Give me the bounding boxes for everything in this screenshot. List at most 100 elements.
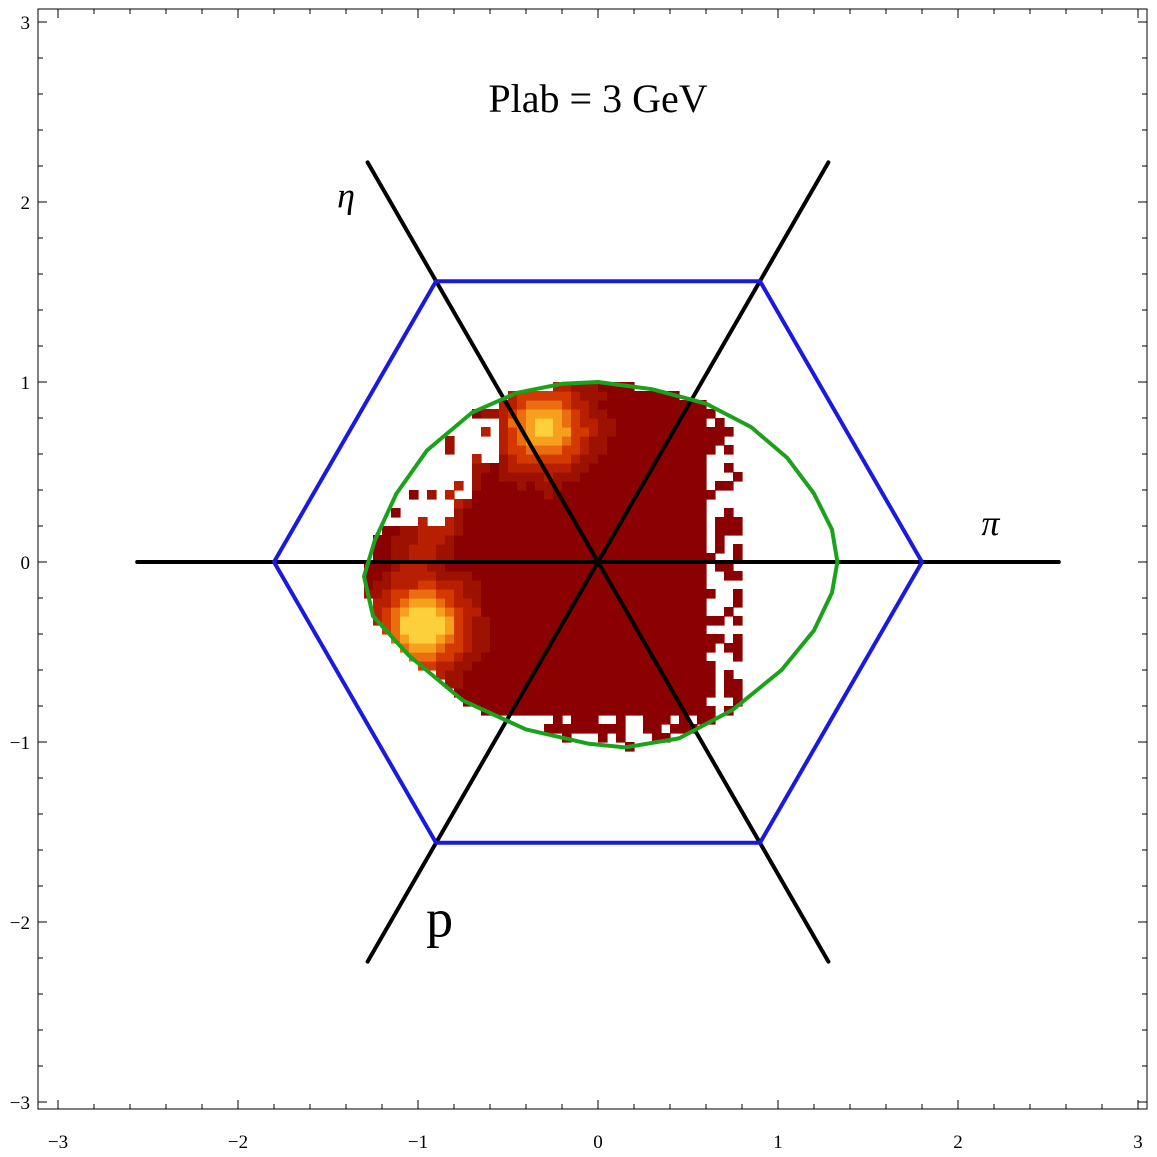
heatmap-cell xyxy=(508,571,518,581)
heatmap-cell xyxy=(697,571,707,581)
heatmap-cell xyxy=(589,517,599,527)
heatmap-cell xyxy=(607,508,617,518)
heatmap-cell xyxy=(724,607,734,617)
heatmap-cell xyxy=(634,409,644,419)
heatmap-cell xyxy=(427,571,437,581)
heatmap-cell xyxy=(598,661,608,671)
heatmap-cell xyxy=(580,382,590,392)
heatmap-cell xyxy=(562,544,572,554)
heatmap-cell xyxy=(607,598,617,608)
heatmap-cell xyxy=(634,634,644,644)
heatmap-cell xyxy=(634,535,644,545)
heatmap-cell xyxy=(580,490,590,500)
heatmap-cell xyxy=(652,733,662,743)
heatmap-cell xyxy=(634,526,644,536)
heatmap-cell xyxy=(427,553,437,563)
heatmap-cell xyxy=(571,571,581,581)
heatmap-cell xyxy=(661,427,671,437)
heatmap-cell xyxy=(679,688,689,698)
heatmap-cell xyxy=(706,409,716,419)
heatmap-cell xyxy=(616,508,626,518)
heatmap-cell xyxy=(382,580,392,590)
heatmap-cell xyxy=(517,544,527,554)
heatmap-cell xyxy=(571,418,581,428)
heatmap-cell xyxy=(535,481,545,491)
heatmap-cell xyxy=(508,616,518,626)
heatmap-cell xyxy=(472,616,482,626)
heatmap-cell xyxy=(652,679,662,689)
heatmap-cell xyxy=(652,499,662,509)
heatmap-cell xyxy=(661,481,671,491)
heatmap-cell xyxy=(724,517,734,527)
heatmap-cell xyxy=(571,526,581,536)
heatmap-cell xyxy=(445,580,455,590)
heatmap-cell xyxy=(652,481,662,491)
heatmap-cell xyxy=(643,625,653,635)
heatmap-cell xyxy=(499,409,509,419)
heatmap-cell xyxy=(562,679,572,689)
heatmap-cell xyxy=(634,697,644,707)
heatmap-cell xyxy=(382,598,392,608)
heatmap-cell xyxy=(553,463,563,473)
heatmap-cell xyxy=(472,598,482,608)
heatmap-cell xyxy=(499,562,509,572)
heatmap-cell xyxy=(697,598,707,608)
heatmap-cell xyxy=(634,571,644,581)
heatmap-cell xyxy=(418,625,428,635)
heatmap-cell xyxy=(607,562,617,572)
heatmap-cell xyxy=(661,643,671,653)
heatmap-cell xyxy=(526,472,536,482)
heatmap-cell xyxy=(463,607,473,617)
heatmap-cell xyxy=(544,544,554,554)
heatmap-cell xyxy=(607,607,617,617)
heatmap-cell xyxy=(454,688,464,698)
heatmap-cell xyxy=(724,526,734,536)
heatmap-cell xyxy=(607,706,617,716)
x-tick-label: −3 xyxy=(48,1132,68,1153)
heatmap-cell xyxy=(391,598,401,608)
heatmap-cell xyxy=(706,661,716,671)
heatmap-cell xyxy=(463,526,473,536)
y-tick-label: 1 xyxy=(21,373,31,394)
heatmap-cell xyxy=(400,544,410,554)
heatmap-cell xyxy=(517,553,527,563)
heatmap-cell xyxy=(625,400,635,410)
heatmap-cell xyxy=(607,661,617,671)
heatmap-cell xyxy=(517,580,527,590)
annotation-label: π xyxy=(981,503,1000,543)
heatmap-cell xyxy=(733,553,743,563)
heatmap-cell xyxy=(679,481,689,491)
heatmap-cell xyxy=(661,598,671,608)
heatmap-cell xyxy=(454,481,464,491)
heatmap-cell xyxy=(553,481,563,491)
heatmap-cell xyxy=(643,697,653,707)
heatmap-cell xyxy=(418,517,428,527)
heatmap-cell xyxy=(697,589,707,599)
heatmap-cell xyxy=(589,589,599,599)
heatmap-cell xyxy=(580,706,590,716)
annotation-label: η xyxy=(337,175,355,215)
heatmap-cell xyxy=(535,607,545,617)
heatmap-cell xyxy=(706,445,716,455)
heatmap-cell xyxy=(526,517,536,527)
heatmap-cell xyxy=(670,607,680,617)
heatmap-cell xyxy=(598,652,608,662)
heatmap-cell xyxy=(661,706,671,716)
heatmap-cell xyxy=(616,643,626,653)
heatmap-cell xyxy=(571,634,581,644)
heatmap-cell xyxy=(535,508,545,518)
heatmap-cell xyxy=(544,562,554,572)
heatmap-cell xyxy=(544,490,554,500)
heatmap-cell xyxy=(490,589,500,599)
heatmap-cell xyxy=(526,463,536,473)
heatmap-cell xyxy=(553,472,563,482)
heatmap-cell xyxy=(580,400,590,410)
heatmap-cell xyxy=(454,625,464,635)
heatmap-cell xyxy=(373,607,383,617)
heatmap-cell xyxy=(562,661,572,671)
heatmap-cell xyxy=(643,508,653,518)
heatmap-cell xyxy=(589,463,599,473)
heatmap-cell xyxy=(598,634,608,644)
heatmap-cell xyxy=(616,715,626,725)
heatmap-cell xyxy=(517,535,527,545)
